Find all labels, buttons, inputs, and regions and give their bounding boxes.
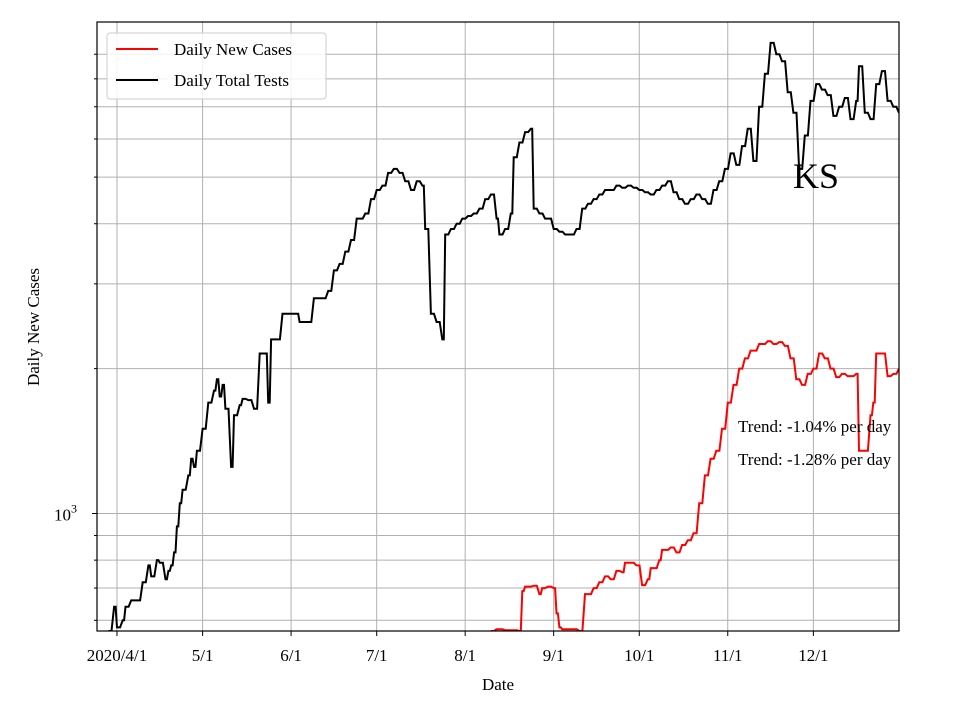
x-tick-label: 2020/4/1 [87,646,147,665]
series-line-daily-total-tests [108,41,899,631]
x-tick-label: 10/1 [624,646,654,665]
x-tick-label: 12/1 [798,646,828,665]
trend-annotation-1: Trend: -1.04% per day [738,417,892,436]
ticks-layer: 2020/4/1 5/1 6/1 7/1 8/1 9/1 10/1 11/1 12/1 103 [54,53,828,665]
x-axis-label: Date [482,675,514,694]
y-tick-label: 103 [54,502,77,525]
legend-box [106,32,327,100]
legend-label-daily-total-tests: Daily Total Tests [174,71,289,90]
series-layer [108,41,899,631]
x-tick-label: 5/1 [192,646,214,665]
y-axis-label: Daily New Cases [24,268,43,386]
x-tick-label: 6/1 [280,646,302,665]
trend-annotation-2: Trend: -1.28% per day [738,450,892,469]
legend: Daily New Cases Daily Total Tests [106,32,327,100]
state-label: KS [793,156,839,196]
x-tick-label: 7/1 [366,646,388,665]
grid-layer [97,22,899,631]
x-tick-label: 8/1 [454,646,476,665]
x-tick-label: 9/1 [543,646,565,665]
plot-frame [96,21,900,632]
legend-label-daily-new-cases: Daily New Cases [174,40,292,59]
x-tick-label: 11/1 [713,646,743,665]
series-line-daily-new-cases [490,340,899,631]
